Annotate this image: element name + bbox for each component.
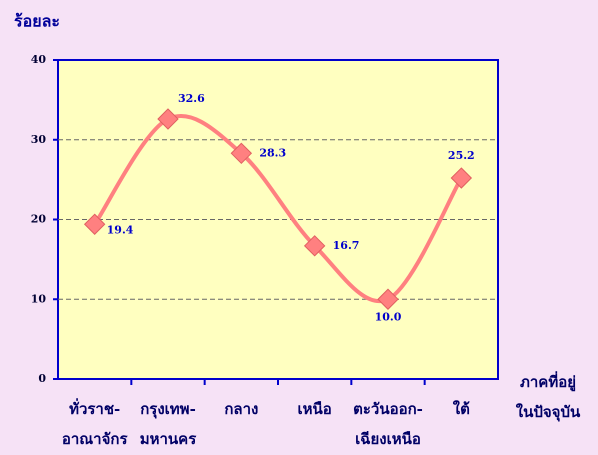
x-tick-label: ใต้ — [453, 400, 470, 418]
value-label: 25.2 — [448, 149, 475, 162]
x-tick-label: ตะวันออก- — [353, 400, 423, 418]
x-tick-label: กลาง — [224, 400, 258, 418]
x-tick-label: เหนือ — [298, 400, 332, 418]
x-tick-label: อาณาจักร — [62, 430, 129, 448]
y-tick-label: 20 — [31, 213, 47, 226]
x-tick-label: มหานคร — [140, 430, 197, 448]
marker — [303, 235, 326, 257]
line — [93, 114, 464, 304]
y-tick-label: 10 — [31, 292, 47, 305]
x-axis-title: ในปัจจุบัน — [516, 403, 581, 422]
y-axis-title: ร้อยละ — [14, 12, 60, 31]
marker — [377, 288, 399, 310]
marker — [157, 108, 179, 130]
x-tick-label: เฉียงเหนือ — [355, 430, 421, 448]
x-tick-label: กรุงเทพ- — [140, 400, 196, 419]
value-label: 32.6 — [178, 92, 205, 105]
value-label: 10.0 — [375, 310, 402, 323]
marker — [230, 142, 253, 165]
x-axis-title: ภาคที่อยู่ — [520, 371, 576, 392]
marker — [83, 213, 106, 235]
y-tick-label: 0 — [38, 372, 46, 385]
value-label: 16.7 — [333, 239, 360, 252]
value-label: 19.4 — [107, 223, 134, 236]
y-tick-label: 40 — [31, 53, 47, 66]
value-label: 28.3 — [259, 146, 286, 159]
marker — [450, 167, 473, 189]
x-tick-label: ทั่วราช- — [69, 398, 120, 418]
y-tick-label: 30 — [31, 133, 47, 146]
